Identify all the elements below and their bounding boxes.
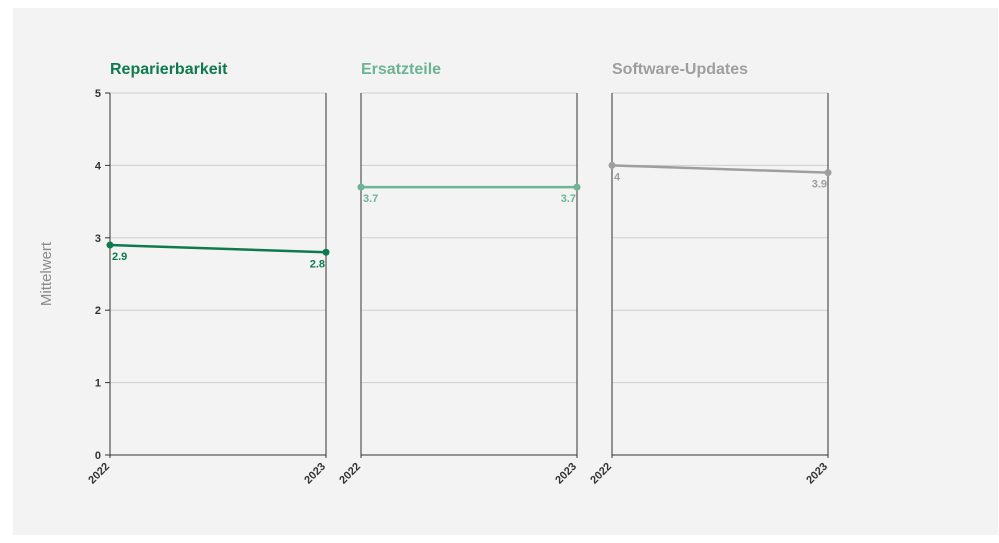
data-point: [106, 241, 114, 249]
panel-1: 0 1 2 3 4 5 Reparierbarkeit 2022 2023 2.9 2.8: [86, 61, 330, 487]
series-line: [611, 164, 829, 174]
x-tick-label: 2022: [337, 461, 363, 487]
data-label: 2.8: [310, 258, 325, 270]
series-line: [109, 243, 327, 254]
y-tick-label: 3: [95, 233, 101, 245]
x-tick-label: 2023: [302, 461, 328, 487]
x-tick-label: 2022: [588, 461, 614, 487]
x-tick-label: 2023: [553, 461, 579, 487]
data-point: [573, 183, 581, 191]
y-tick-label: 4: [95, 160, 102, 172]
y-tick-label: 0: [95, 450, 101, 462]
data-point: [608, 161, 616, 169]
data-label: 3.7: [363, 193, 378, 205]
panel-title: Reparierbarkeit: [110, 61, 228, 78]
data-label: 3.7: [561, 193, 576, 205]
x-tick-label: 2022: [86, 461, 112, 487]
data-label: 3.9: [812, 179, 827, 191]
data-label: 2.9: [112, 251, 127, 263]
chart-frame: [13, 8, 998, 535]
panel-2: Ersatzteile 2022 2023 3.7 3.7: [337, 61, 581, 487]
y-axis-label: Mittelwert: [38, 241, 55, 306]
y-tick-label: 1: [95, 378, 101, 390]
data-point: [824, 169, 832, 177]
y-tick-label: 5: [95, 88, 101, 100]
panel-title: Ersatzteile: [361, 61, 441, 78]
data-point: [322, 248, 330, 256]
x-tick-label: 2023: [804, 461, 830, 487]
y-tick-label: 2: [95, 305, 101, 317]
panel-title: Software-Updates: [612, 61, 748, 78]
panel-3: Software-Updates 2022 2023 4 3.9: [588, 61, 832, 487]
data-point: [357, 183, 365, 191]
data-label: 4: [614, 171, 621, 183]
